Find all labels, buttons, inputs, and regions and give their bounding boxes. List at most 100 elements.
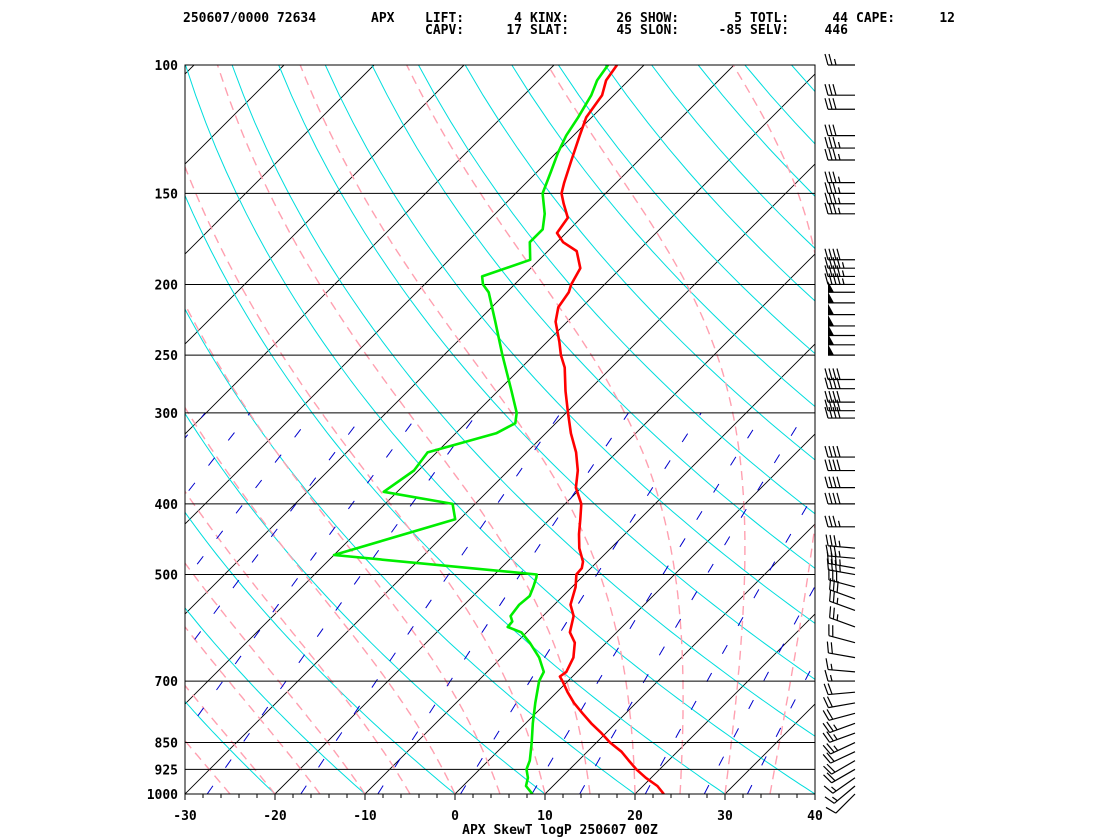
- x-tick-label: -20: [263, 809, 287, 824]
- wind-barb-feather: [833, 545, 837, 557]
- wind-barb-feather: [826, 641, 830, 653]
- wind-barb-feather: [829, 534, 833, 547]
- x-tick-label: 40: [807, 809, 823, 824]
- wind-barb-feather: [832, 84, 837, 96]
- wind-barb-feather: [836, 459, 841, 471]
- wind-barb-flag: [828, 314, 834, 326]
- header-line-1: 250607/0000 72634 APX LIFT: 4 KINX: 26 S…: [183, 11, 955, 26]
- header-kinx-label: KINX:: [530, 11, 569, 26]
- moist-adiabat: [185, 303, 501, 794]
- wind-barb: [824, 98, 855, 110]
- wind-barb-staff: [832, 777, 856, 794]
- wind-barb-half-feather: [837, 141, 841, 149]
- wind-barb-staff: [828, 702, 856, 709]
- isotherm: [185, 65, 465, 345]
- wind-barb-feather: [828, 515, 833, 527]
- dry-adiabat: [744, 65, 815, 145]
- x-tick-label: -10: [353, 809, 377, 824]
- wind-barb-feather: [832, 406, 837, 419]
- header-cape-value: 12: [939, 11, 955, 26]
- wind-barb-staff: [829, 722, 856, 734]
- wind-barb: [822, 742, 856, 755]
- wind-barb-feather: [824, 248, 829, 260]
- wind-barb-feather: [832, 182, 837, 194]
- wind-barb-half-feather: [830, 663, 833, 670]
- wind-barb-feather: [824, 492, 829, 505]
- wind-barb-feather: [824, 257, 829, 269]
- moist-adiabat: [185, 164, 546, 794]
- moist-adiabat: [185, 684, 276, 794]
- x-tick-label: 0: [451, 809, 459, 824]
- header-slon-value: -85: [719, 23, 742, 38]
- wind-barb-feather: [828, 265, 833, 277]
- wind-barb-staff: [828, 545, 856, 549]
- header-capv-label: CAPV:: [425, 23, 464, 38]
- dry-adiabat: [185, 194, 726, 794]
- wind-barb-feather: [824, 98, 829, 110]
- wind-barb-half-feather: [837, 153, 841, 161]
- wind-barb-feather: [828, 492, 833, 505]
- isotherm: [185, 65, 285, 165]
- wind-barb: [828, 314, 855, 327]
- header-capv-value: 17: [506, 23, 522, 38]
- wind-barb: [822, 751, 856, 764]
- wind-barb-feather: [826, 772, 836, 782]
- isotherm: [814, 793, 815, 794]
- wind-barb: [824, 492, 855, 505]
- wind-barb-feather: [832, 98, 837, 110]
- wind-barb-half-feather: [841, 270, 845, 277]
- wind-barb: [824, 445, 855, 458]
- wind-barb-flag: [828, 291, 834, 303]
- wind-barb-half-feather: [829, 674, 833, 682]
- wind-barb-half-feather: [833, 58, 837, 66]
- wind-barb: [824, 476, 855, 489]
- wind-barb-feather: [832, 390, 837, 403]
- wind-barb: [824, 669, 855, 682]
- mixing-ratio-line: [460, 412, 702, 794]
- header-slat-value: 45: [616, 23, 632, 38]
- dewpoint-profile: [332, 65, 610, 794]
- header-date-station: 250607/0000 72634: [183, 11, 316, 26]
- wind-barb-staff: [831, 760, 856, 775]
- wind-barb-staff: [828, 712, 856, 721]
- x-tick-label: 30: [717, 809, 733, 824]
- wind-barb-feather: [824, 84, 829, 96]
- wind-barb-feather: [824, 399, 829, 411]
- wind-barb-feather: [824, 192, 829, 204]
- wind-barb-feather: [828, 390, 833, 403]
- x-tick-label: 10: [537, 809, 553, 824]
- isotherm: [185, 65, 735, 615]
- wind-barb: [828, 291, 855, 304]
- dry-adiabat: [418, 65, 815, 515]
- mixing-ratio-line: [300, 412, 562, 794]
- wind-barb-staff: [831, 768, 856, 784]
- wind-barb-feather: [832, 248, 837, 260]
- axes: -30 -20 -10 0 10 20 30 40: [173, 64, 823, 824]
- dry-adiabat: [185, 700, 276, 794]
- wind-barb-feather: [828, 136, 833, 149]
- wind-barb: [824, 124, 855, 137]
- header-site: APX: [371, 11, 395, 26]
- wind-barb-feather: [828, 445, 833, 458]
- wind-barb: [828, 324, 855, 337]
- wind-barb-feather: [836, 257, 841, 269]
- wind-barbs: [822, 53, 856, 814]
- wind-barb-feather: [832, 476, 837, 488]
- wind-barb: [824, 406, 855, 419]
- dry-adiabat: [651, 65, 815, 250]
- wind-barb-feather: [832, 192, 837, 204]
- wind-barb-staff: [829, 617, 856, 628]
- wind-barb-staff: [835, 793, 856, 814]
- mixing-ratio-line: [206, 412, 479, 794]
- wind-barb-feather: [826, 709, 834, 720]
- pressure-tick-label: 500: [155, 569, 179, 584]
- wind-barb-feather: [824, 406, 829, 419]
- isotherm: [905, 65, 1120, 794]
- wind-barb-feather: [824, 53, 829, 66]
- wind-barb-feather: [824, 377, 829, 389]
- dry-adiabat: [185, 412, 546, 794]
- wind-barb-feather: [828, 148, 833, 161]
- wind-barb-half-feather: [833, 734, 838, 740]
- wind-barb-feather: [823, 683, 829, 695]
